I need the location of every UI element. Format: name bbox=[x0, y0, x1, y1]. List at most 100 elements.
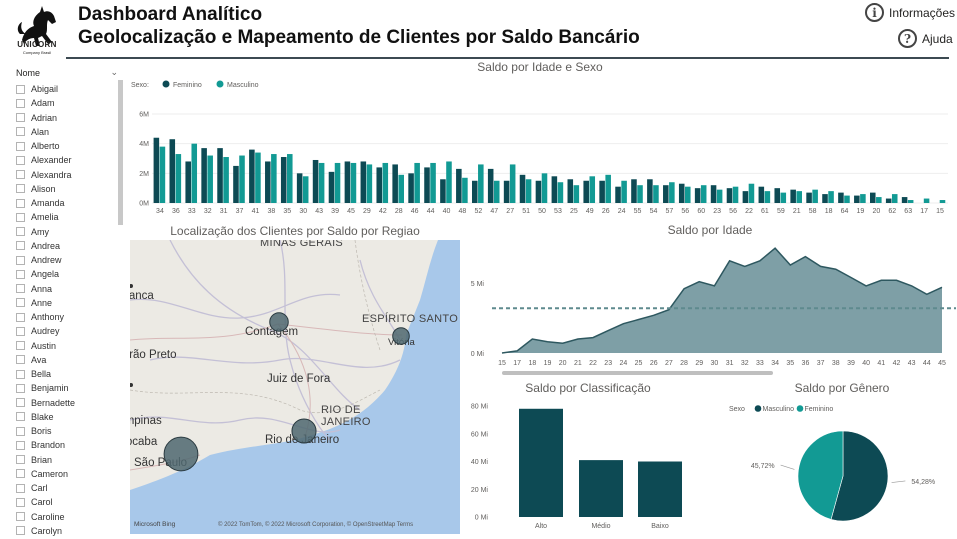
slicer-checkbox[interactable] bbox=[16, 113, 25, 123]
bar-masculino-35[interactable] bbox=[287, 154, 293, 203]
bar-masculino-60[interactable] bbox=[700, 185, 707, 203]
bar-masculino-33[interactable] bbox=[191, 143, 198, 203]
slicer-header[interactable]: Nome ⌄ bbox=[16, 67, 124, 78]
bar-feminino-28[interactable] bbox=[392, 164, 398, 203]
bar-feminino-34[interactable] bbox=[153, 137, 160, 203]
pie-slice-feminino[interactable] bbox=[797, 430, 844, 520]
info-button[interactable]: i Informações bbox=[865, 3, 955, 22]
bar-masculino-24[interactable] bbox=[621, 180, 627, 203]
slicer-checkbox[interactable] bbox=[16, 497, 25, 507]
bar-feminino-58[interactable] bbox=[806, 192, 812, 203]
slicer-checkbox[interactable] bbox=[16, 312, 25, 322]
map-attribution[interactable]: © 2022 TomTom, © 2022 Microsoft Corporat… bbox=[218, 522, 414, 528]
bar-feminino-36[interactable] bbox=[169, 139, 176, 203]
legend-label[interactable]: Masculino bbox=[227, 82, 259, 89]
slicer-item[interactable]: Caroline bbox=[16, 510, 116, 524]
bar-feminino-61[interactable] bbox=[758, 186, 765, 203]
slicer-item[interactable]: Bella bbox=[16, 367, 116, 381]
bar-feminino-60[interactable] bbox=[694, 188, 701, 203]
bar-feminino-25[interactable] bbox=[567, 179, 574, 203]
bar-masculino-36[interactable] bbox=[175, 154, 182, 203]
area-fill[interactable] bbox=[502, 248, 942, 353]
bar-feminino-54[interactable] bbox=[647, 179, 653, 203]
bar-masculino-19[interactable] bbox=[860, 194, 866, 203]
horizontal-scrollbar[interactable] bbox=[502, 371, 773, 375]
slicer-item[interactable]: Audrey bbox=[16, 324, 116, 338]
bar-feminino-57[interactable] bbox=[663, 185, 669, 203]
bar-feminino-45[interactable] bbox=[344, 161, 351, 203]
bar-masculino-52[interactable] bbox=[478, 164, 484, 203]
bar-masculino-21[interactable] bbox=[796, 191, 802, 203]
legend-swatch[interactable] bbox=[216, 80, 224, 88]
slicer-item[interactable]: Blake bbox=[16, 410, 116, 424]
bar-feminino-49[interactable] bbox=[583, 180, 589, 203]
slicer-checkbox[interactable] bbox=[16, 412, 25, 422]
slicer-checkbox[interactable] bbox=[16, 369, 25, 379]
bar-feminino-26[interactable] bbox=[599, 180, 605, 203]
bar-feminino-55[interactable] bbox=[631, 179, 637, 203]
bar-feminino-22[interactable] bbox=[742, 191, 749, 203]
slicer-item[interactable]: Carol bbox=[16, 495, 116, 509]
bar-masculino-15[interactable] bbox=[939, 200, 946, 203]
bar-feminino-24[interactable] bbox=[615, 186, 621, 203]
bar-masculino-27[interactable] bbox=[509, 164, 516, 203]
slicer-item[interactable]: Carolyn bbox=[16, 524, 116, 538]
slicer-checkbox[interactable] bbox=[16, 98, 25, 108]
bar-masculino-28[interactable] bbox=[398, 174, 404, 203]
bar-feminino-56[interactable] bbox=[678, 183, 685, 203]
bar-feminino-41[interactable] bbox=[249, 149, 255, 203]
slicer-checkbox[interactable] bbox=[16, 170, 25, 180]
bar-masculino-32[interactable] bbox=[207, 155, 213, 203]
slicer-item[interactable]: Anna bbox=[16, 282, 116, 296]
bar-masculino-34[interactable] bbox=[159, 146, 166, 203]
map-bubble[interactable] bbox=[269, 312, 289, 332]
bar-masculino-40[interactable] bbox=[446, 161, 452, 203]
bar-feminino-19[interactable] bbox=[854, 195, 860, 203]
map-bubble[interactable] bbox=[392, 327, 410, 345]
bar-feminino-48[interactable] bbox=[456, 168, 462, 203]
help-button[interactable]: ? Ajuda bbox=[898, 29, 953, 48]
bar-masculino-38[interactable] bbox=[271, 154, 277, 203]
slicer-checkbox[interactable] bbox=[16, 127, 25, 137]
bar-feminino-35[interactable] bbox=[280, 157, 287, 203]
slicer-checkbox[interactable] bbox=[16, 469, 25, 479]
slicer-item[interactable]: Anne bbox=[16, 296, 116, 310]
slicer-item[interactable]: Amy bbox=[16, 225, 116, 239]
slicer-checkbox[interactable] bbox=[16, 84, 25, 94]
bar-masculino-56[interactable] bbox=[732, 186, 739, 203]
slicer-item[interactable]: Boris bbox=[16, 424, 116, 438]
bar-feminino-42[interactable] bbox=[376, 167, 383, 203]
legend-label[interactable]: Masculino bbox=[763, 406, 795, 413]
client-location-map[interactable]: MINAS GERAIS ESPÍRITO SANTO RIO DE JANEI… bbox=[130, 240, 460, 534]
slicer-checkbox[interactable] bbox=[16, 141, 25, 151]
legend-label[interactable]: Feminino bbox=[805, 406, 834, 413]
bar-masculino-25[interactable] bbox=[573, 185, 580, 203]
bar-feminino-39[interactable] bbox=[328, 171, 335, 203]
bar-masculino-41[interactable] bbox=[255, 152, 261, 203]
bar-feminino-32[interactable] bbox=[201, 148, 207, 203]
bar-feminino-43[interactable] bbox=[312, 159, 319, 203]
bar-feminino-31[interactable] bbox=[217, 148, 223, 203]
slicer-checkbox[interactable] bbox=[16, 298, 25, 308]
bar-masculino-53[interactable] bbox=[557, 182, 564, 203]
bar-feminino-62[interactable] bbox=[885, 198, 892, 203]
slicer-item[interactable]: Carl bbox=[16, 481, 116, 495]
bar-masculino-17[interactable] bbox=[923, 198, 930, 203]
bar-feminino-33[interactable] bbox=[185, 161, 191, 203]
slicer-checkbox[interactable] bbox=[16, 212, 25, 222]
slicer-checkbox[interactable] bbox=[16, 383, 25, 393]
legend-label[interactable]: Feminino bbox=[173, 82, 202, 89]
bar-masculino-18[interactable] bbox=[828, 191, 834, 203]
slicer-checkbox[interactable] bbox=[16, 241, 25, 251]
bar-feminino-20[interactable] bbox=[869, 192, 876, 203]
slicer-scrollbar[interactable] bbox=[118, 80, 123, 225]
bar-masculino-23[interactable] bbox=[716, 189, 723, 203]
bar-feminino-47[interactable] bbox=[487, 168, 494, 203]
pie-slice-masculino[interactable] bbox=[830, 430, 889, 522]
bar-masculino-43[interactable] bbox=[318, 162, 325, 203]
slicer-checkbox[interactable] bbox=[16, 269, 25, 279]
bar-masculino-62[interactable] bbox=[891, 194, 898, 203]
bar-feminino-21[interactable] bbox=[790, 189, 796, 203]
bar-feminino-29[interactable] bbox=[360, 161, 367, 203]
bar-masculino-31[interactable] bbox=[223, 157, 229, 203]
